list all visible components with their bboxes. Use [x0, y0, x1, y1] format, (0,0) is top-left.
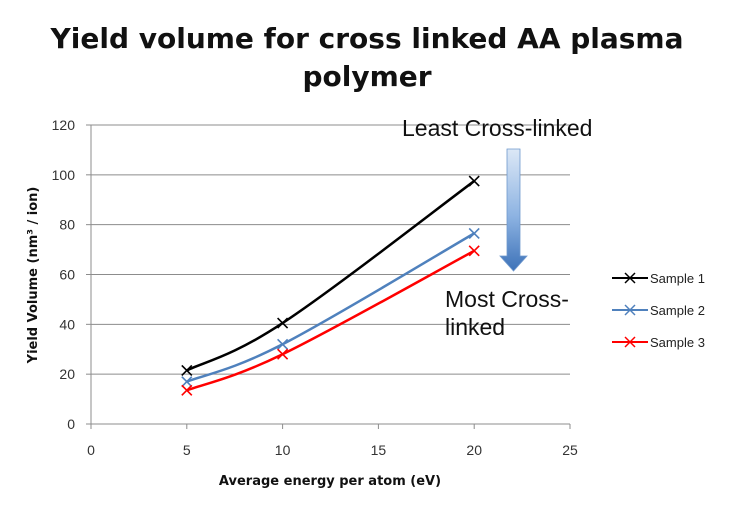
down-arrow-icon — [499, 148, 528, 272]
legend-swatch-sample-2 — [612, 304, 648, 316]
legend-swatch-sample-3 — [612, 336, 648, 348]
data-point-sample-3-1 — [277, 348, 289, 360]
cross-link-arrow — [499, 148, 528, 272]
annotation-most-cross-linked: Most Cross-linked — [445, 286, 569, 340]
data-point-sample-3-0 — [181, 384, 193, 396]
y-tick-label-5: 100 — [52, 167, 76, 183]
chart-title-line-1: Yield volume for cross linked AA plasma — [50, 22, 684, 55]
data-point-sample-2-2 — [468, 227, 480, 239]
series-lines — [181, 175, 480, 396]
data-point-sample-3-2 — [468, 245, 480, 257]
y-tick-label-0: 0 — [67, 416, 75, 432]
y-axis-title: Yield Volume (nm³ / ion) — [26, 187, 41, 365]
x-axis-title: Average energy per atom (eV) — [219, 474, 441, 489]
tick-labels: 0 20 40 60 80 100 120 0 5 10 15 20 25 — [52, 117, 578, 458]
series-line-sample-2 — [186, 232, 475, 383]
x-tick-label-2: 10 — [275, 442, 291, 458]
annotation-least-cross-linked: Least Cross-linked — [402, 115, 593, 141]
axes — [86, 124, 571, 429]
chart-title: Yield volume for cross linked AA plasma … — [0, 20, 734, 96]
data-point-sample-1-1 — [277, 317, 289, 329]
series-line-sample-1 — [186, 180, 475, 372]
series-line-sample-3 — [186, 249, 475, 392]
x-tick-label-4: 20 — [466, 442, 482, 458]
legend-swatch-sample-1 — [612, 272, 648, 284]
data-point-sample-2-0 — [181, 376, 193, 388]
legend-label-sample-1: Sample 1 — [650, 270, 705, 286]
legend-item-sample-3: Sample 3 — [612, 326, 705, 358]
x-tick-label-1: 5 — [183, 442, 191, 458]
data-point-sample-2-1 — [277, 338, 289, 350]
x-tick-label-0: 0 — [87, 442, 95, 458]
legend-item-sample-1: Sample 1 — [612, 262, 705, 294]
y-tick-label-6: 120 — [52, 117, 76, 133]
data-point-sample-1-2 — [468, 175, 480, 187]
legend-label-sample-3: Sample 3 — [650, 334, 705, 350]
y-tick-label-4: 80 — [59, 217, 75, 233]
legend: Sample 1 Sample 2 Sample 3 — [612, 262, 705, 358]
x-tick-label-3: 15 — [371, 442, 387, 458]
legend-item-sample-2: Sample 2 — [612, 294, 705, 326]
legend-label-sample-2: Sample 2 — [650, 302, 705, 318]
y-tick-label-1: 20 — [59, 366, 75, 382]
chart-title-line-2: polymer — [302, 60, 432, 93]
y-tick-label-2: 40 — [59, 316, 75, 332]
data-point-sample-1-0 — [181, 364, 193, 376]
x-tick-label-5: 25 — [562, 442, 578, 458]
gridlines — [91, 124, 570, 375]
y-tick-label-3: 60 — [59, 267, 75, 283]
